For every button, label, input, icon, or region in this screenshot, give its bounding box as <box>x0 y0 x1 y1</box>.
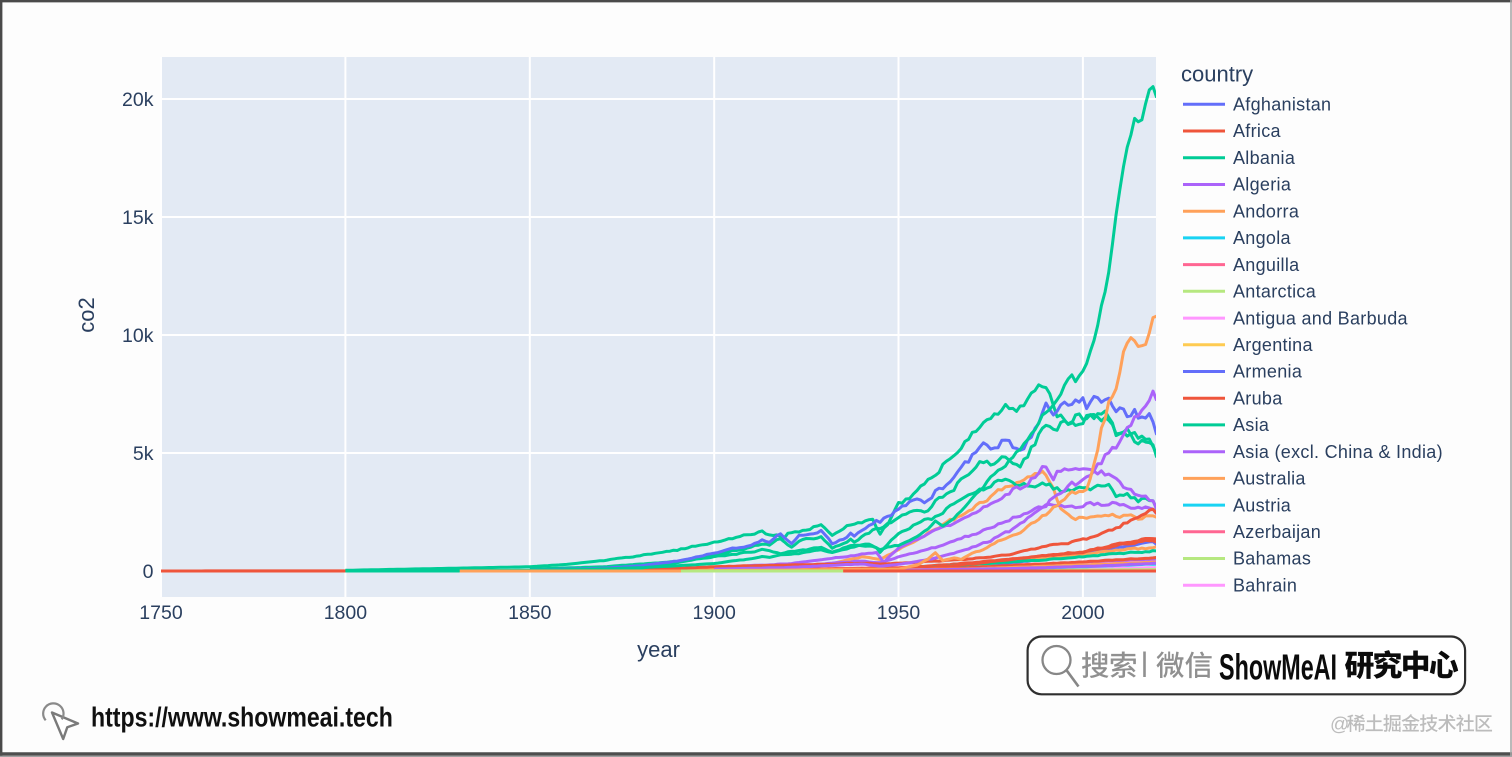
svg-text:Bahrain: Bahrain <box>1233 576 1297 596</box>
svg-text:Asia (excl. China & India): Asia (excl. China & India) <box>1233 442 1443 462</box>
svg-text:15k: 15k <box>122 207 154 229</box>
svg-text:Asia: Asia <box>1233 415 1270 435</box>
svg-text:ShowMeAI: ShowMeAI <box>1219 647 1337 687</box>
svg-text:Angola: Angola <box>1233 228 1292 248</box>
svg-text:Antarctica: Antarctica <box>1233 282 1317 302</box>
svg-text:1800: 1800 <box>324 602 368 624</box>
svg-text:year: year <box>637 637 680 662</box>
svg-text:@: @ <box>1330 715 1349 736</box>
svg-text:Algeria: Algeria <box>1233 175 1292 195</box>
svg-text:Armenia: Armenia <box>1233 362 1303 382</box>
svg-text:20k: 20k <box>122 89 154 111</box>
svg-text:Africa: Africa <box>1233 121 1282 141</box>
svg-text:Aruba: Aruba <box>1233 388 1283 408</box>
svg-text:2000: 2000 <box>1061 602 1105 624</box>
svg-text:Albania: Albania <box>1233 148 1296 168</box>
svg-text:5k: 5k <box>133 443 154 465</box>
svg-text:10k: 10k <box>122 325 154 347</box>
svg-text:Antigua and Barbuda: Antigua and Barbuda <box>1233 308 1409 328</box>
svg-text:Azerbaijan: Azerbaijan <box>1233 522 1321 542</box>
svg-text:Austria: Austria <box>1233 495 1292 515</box>
svg-text:country: country <box>1181 62 1253 87</box>
svg-text:1900: 1900 <box>693 602 737 624</box>
svg-text:Andorra: Andorra <box>1233 201 1300 221</box>
svg-text:1850: 1850 <box>508 602 552 624</box>
svg-text:Australia: Australia <box>1233 469 1306 489</box>
svg-text:Afghanistan: Afghanistan <box>1233 95 1331 115</box>
svg-text:1750: 1750 <box>139 602 183 624</box>
svg-text:Argentina: Argentina <box>1233 335 1313 355</box>
svg-text:Anguilla: Anguilla <box>1233 255 1300 275</box>
svg-text:1950: 1950 <box>877 602 921 624</box>
svg-text:https://www.showmeai.tech: https://www.showmeai.tech <box>91 703 393 733</box>
svg-text:co2: co2 <box>74 297 99 332</box>
svg-text:Bahamas: Bahamas <box>1233 549 1311 569</box>
svg-text:0: 0 <box>143 561 154 583</box>
